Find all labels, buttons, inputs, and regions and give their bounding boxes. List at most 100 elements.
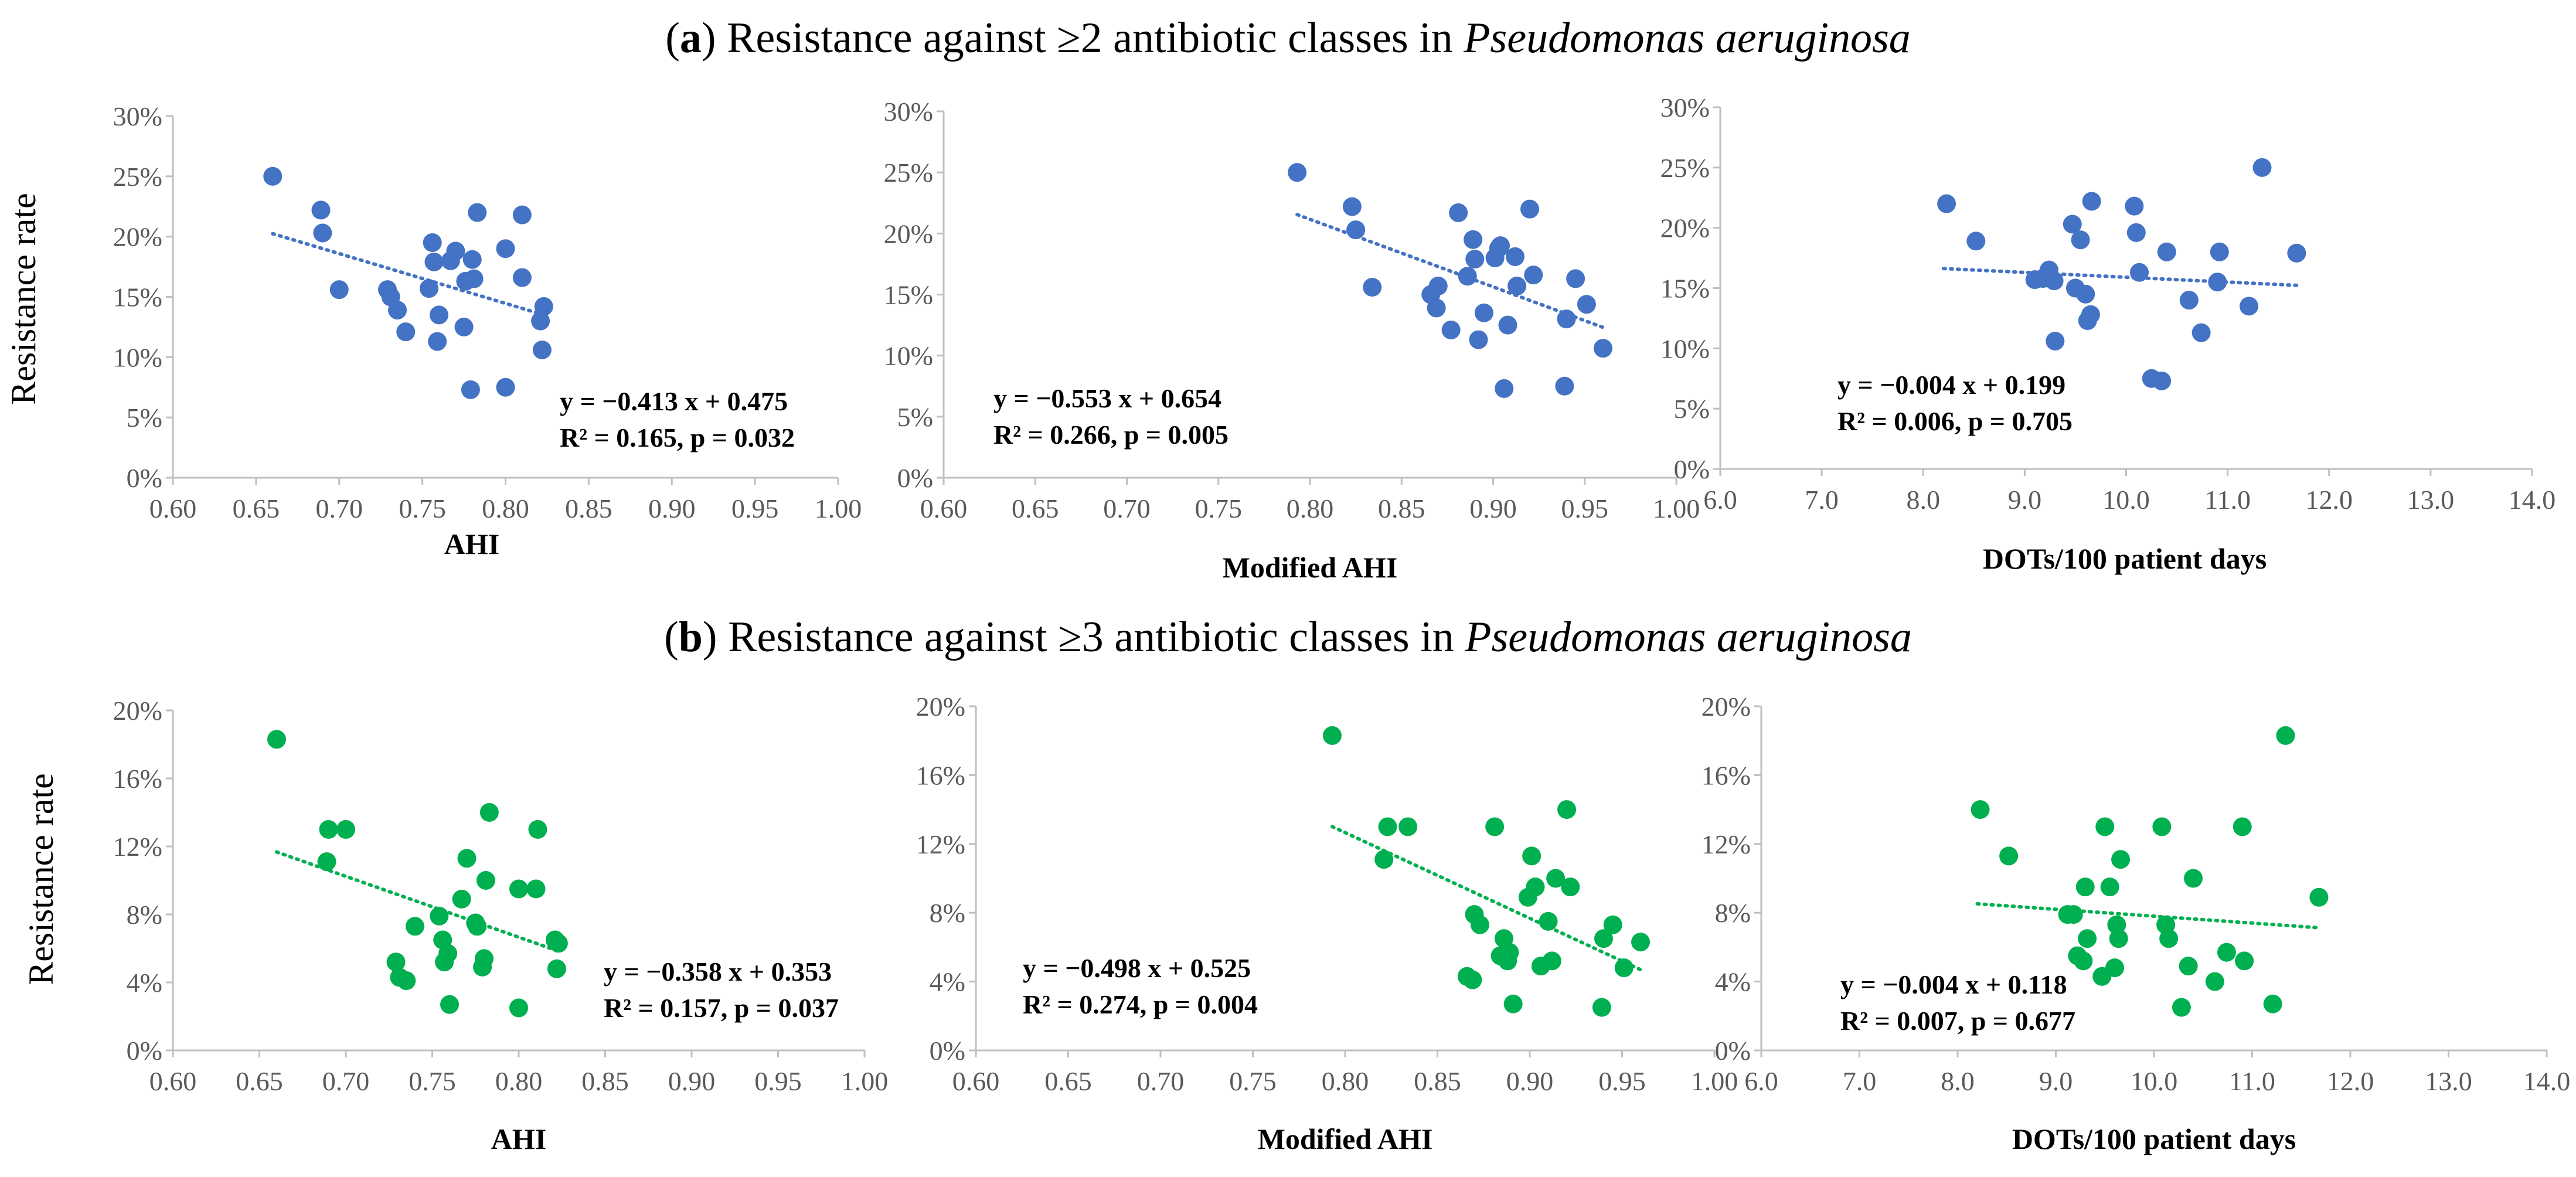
y-tick-label: 20% — [1702, 692, 1751, 722]
data-point — [496, 377, 515, 397]
data-point — [509, 879, 528, 899]
data-point — [1428, 276, 1448, 295]
data-point — [386, 953, 406, 972]
x-tick-label: 10.0 — [2102, 485, 2150, 515]
y-tick-label: 25% — [884, 158, 933, 188]
data-point — [547, 959, 566, 978]
y-tick-label: 15% — [884, 280, 933, 310]
y-tick-label: 0% — [1674, 454, 1710, 484]
x-tick-label: 8.0 — [1907, 485, 1941, 515]
x-tick-label: 0.70 — [316, 494, 363, 523]
data-point — [2109, 929, 2128, 948]
x-tick-label: 13.0 — [2425, 1066, 2472, 1096]
data-point — [2075, 877, 2095, 897]
x-tick-label: 1.00 — [1653, 494, 1700, 523]
x-tick-label: 0.90 — [668, 1066, 716, 1096]
y-tick-label: 20% — [916, 692, 965, 722]
x-tick-label: 0.95 — [1561, 494, 1609, 523]
row-a-label: a — [679, 14, 702, 62]
x-tick-label: 0.65 — [233, 494, 280, 523]
x-tick-label: 1.00 — [815, 494, 862, 523]
x-tick-label: 8.0 — [1941, 1066, 1975, 1096]
x-axis-label: AHI — [444, 528, 499, 560]
data-point — [1557, 800, 1576, 819]
data-point — [1288, 163, 1307, 182]
data-point — [2252, 158, 2272, 177]
y-tick-label: 20% — [884, 219, 933, 249]
regression-stats: R² = 0.266, p = 0.005 — [993, 420, 1229, 450]
y-tick-label: 4% — [930, 967, 965, 997]
regression-stats: R² = 0.165, p = 0.032 — [560, 423, 795, 453]
data-point — [319, 820, 338, 839]
data-point — [2287, 243, 2306, 263]
y-tick-label: 0% — [897, 463, 933, 493]
data-point — [1594, 929, 1613, 948]
chart-a3: 0% 5% 10% 15% 20% 25% 30% 6.0 7.0 8.0 9.0 10.0 11.0 1… — [1660, 93, 2556, 575]
data-point — [1546, 869, 1566, 888]
row-b-title: (b) Resistance against ≥3 antibiotic cla… — [664, 613, 1912, 661]
data-point — [2205, 972, 2224, 991]
y-tick-label: 5% — [897, 402, 933, 432]
y-tick-label: 4% — [1715, 967, 1751, 997]
data-point — [2184, 869, 2203, 888]
data-point — [2033, 269, 2053, 288]
y-tick-label: 12% — [1702, 829, 1751, 859]
data-point — [1524, 266, 1543, 285]
data-point — [2210, 242, 2229, 261]
row-a-title: (a) Resistance against ≥2 antibiotic cla… — [665, 14, 1911, 62]
y-tick-label: 10% — [113, 342, 162, 372]
data-point — [1592, 998, 1611, 1017]
data-point — [2152, 371, 2172, 390]
data-point — [1465, 250, 1485, 269]
y-tick-label: 10% — [1660, 334, 1710, 363]
data-point — [2179, 291, 2199, 310]
x-tick-label: 9.0 — [2008, 485, 2042, 515]
data-point — [2233, 817, 2252, 836]
x-tick-label: 12.0 — [2327, 1066, 2374, 1096]
x-tick-label: 0.75 — [1229, 1066, 1277, 1096]
x-tick-label: 0.75 — [409, 1066, 456, 1096]
data-point — [2076, 284, 2095, 304]
x-tick-label: 14.0 — [2523, 1066, 2571, 1096]
x-tick-label: 0.95 — [731, 494, 779, 523]
data-point — [1557, 309, 1576, 329]
data-point — [440, 995, 459, 1014]
data-point — [396, 322, 416, 342]
x-axis-label: DOTs/100 patient days — [2012, 1122, 2296, 1155]
data-point — [531, 311, 550, 331]
data-point — [1500, 943, 1519, 962]
x-tick-label: 0.65 — [1012, 494, 1059, 523]
data-point — [2078, 929, 2097, 948]
x-tick-label: 0.90 — [1469, 494, 1517, 523]
data-point — [1449, 203, 1468, 222]
data-point — [2107, 915, 2126, 934]
data-point — [1539, 911, 1558, 931]
row-b-title-text: Resistance against ≥3 antibiotic classes… — [728, 613, 1465, 661]
x-tick-label: 0.95 — [754, 1066, 802, 1096]
y-axis-label: Resistance rate — [22, 773, 60, 985]
x-tick-label: 1.00 — [841, 1066, 889, 1096]
data-point — [1631, 933, 1650, 952]
y-tick-label: 15% — [1660, 274, 1710, 304]
data-point — [2082, 192, 2101, 211]
x-tick-label: 0.85 — [565, 494, 612, 523]
regression-equation: y = −0.413 x + 0.475 — [560, 386, 788, 416]
data-point — [1520, 199, 1539, 219]
row-a-species: Pseudomonas aeruginosa — [1464, 14, 1911, 62]
y-tick-label: 15% — [113, 283, 162, 312]
data-point — [2081, 305, 2100, 324]
data-point — [1441, 320, 1461, 339]
x-tick-label: 11.0 — [2204, 485, 2251, 515]
data-point — [419, 279, 438, 298]
data-point — [512, 268, 532, 287]
regression-stats: R² = 0.157, p = 0.037 — [604, 993, 839, 1023]
y-tick-label: 30% — [1660, 93, 1710, 123]
data-point — [311, 200, 331, 220]
data-point — [464, 269, 484, 288]
x-tick-label: 0.85 — [1378, 494, 1425, 523]
x-tick-label: 0.95 — [1598, 1066, 1646, 1096]
data-point — [468, 917, 487, 936]
regression-equation: y = −0.004 x + 0.199 — [1837, 370, 2065, 400]
x-tick-label: 0.75 — [399, 494, 446, 523]
